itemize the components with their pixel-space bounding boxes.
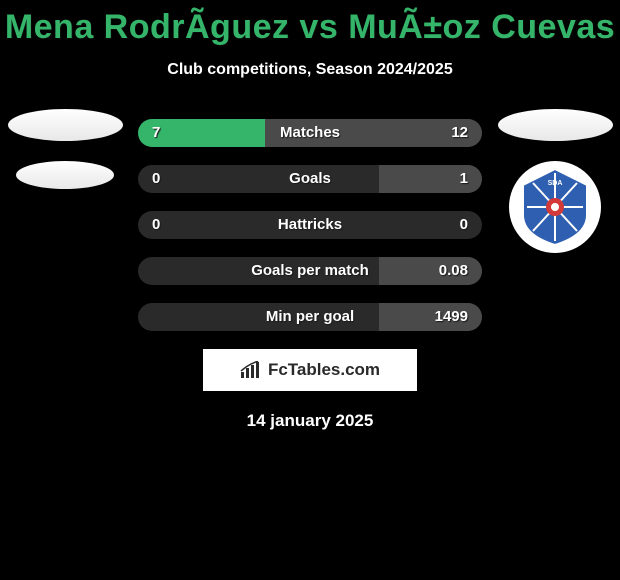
bars-icon (240, 361, 262, 379)
stat-right-value: 0.08 (439, 257, 468, 285)
stat-right-value: 12 (451, 119, 468, 147)
stat-label: Goals per match (138, 257, 482, 285)
fctables-watermark: FcTables.com (203, 349, 417, 391)
stat-row: 7Matches12 (138, 119, 482, 147)
stat-label: Hattricks (138, 211, 482, 239)
stat-row: 0Goals1 (138, 165, 482, 193)
left-player-badges (0, 109, 130, 189)
crest-icon: SDA (515, 167, 595, 247)
fctables-label: FcTables.com (268, 360, 380, 380)
stat-row: Min per goal1499 (138, 303, 482, 331)
stat-right-value: 0 (460, 211, 468, 239)
stat-label: Goals (138, 165, 482, 193)
left-badge-1 (8, 109, 123, 141)
right-badge-1 (498, 109, 613, 141)
svg-text:SDA: SDA (548, 180, 563, 187)
stat-right-value: 1 (460, 165, 468, 193)
stat-label: Matches (138, 119, 482, 147)
right-player-badges: SDA (490, 109, 620, 253)
page-title: Mena RodrÃ­guez vs MuÃ±oz Cuevas (0, 0, 620, 47)
stat-row: 0Hattricks0 (138, 211, 482, 239)
stat-row: Goals per match0.08 (138, 257, 482, 285)
subtitle: Club competitions, Season 2024/2025 (0, 61, 620, 79)
right-club-crest: SDA (509, 161, 601, 253)
stats-container: 7Matches120Goals10Hattricks0Goals per ma… (138, 119, 482, 331)
stat-label: Min per goal (138, 303, 482, 331)
stat-right-value: 1499 (435, 303, 468, 331)
left-badge-2 (16, 161, 114, 189)
comparison-content: SDA 7Matches120Goals10Hattricks0Goals pe… (0, 119, 620, 431)
date-text: 14 january 2025 (0, 411, 620, 431)
